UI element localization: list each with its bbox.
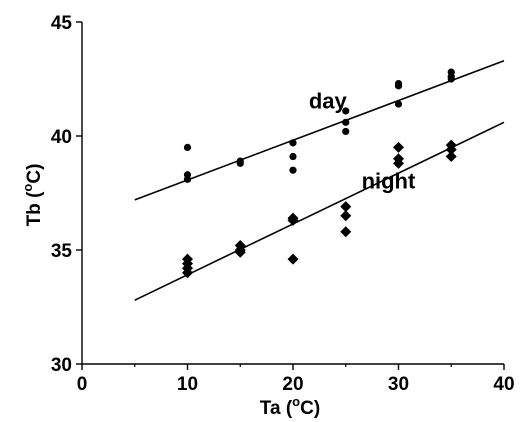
x-axis-title: Ta (oC) (260, 394, 320, 419)
data-point-night (445, 144, 457, 156)
fit-line-night (134, 121, 505, 301)
fit-lines (134, 60, 505, 301)
series-labels: day night (309, 89, 416, 194)
data-point-day (183, 175, 192, 183)
data-point-night (287, 214, 299, 226)
data-point-day (289, 166, 297, 174)
data-point-night (340, 201, 352, 213)
data-point-night (182, 267, 193, 279)
ticks (76, 21, 505, 370)
data-points (182, 68, 457, 279)
tick-labels: 0 10 20 30 40 30 35 40 45 (51, 13, 515, 395)
x-tick-label: 0 (77, 374, 88, 395)
data-point-day (394, 100, 403, 108)
data-point-day (342, 127, 350, 136)
y-tick-label: 35 (51, 241, 73, 262)
data-point-night (445, 151, 457, 163)
data-point-night (393, 141, 404, 153)
series-label-day: day (309, 89, 348, 114)
data-point-night (234, 246, 246, 258)
data-point-day (394, 82, 403, 90)
data-point-day (183, 143, 192, 151)
data-point-day (289, 139, 297, 147)
data-point-day (289, 152, 297, 161)
axes (81, 22, 504, 365)
x-tick-label: 10 (177, 374, 198, 395)
x-tick-label: 20 (282, 374, 303, 395)
data-point-day (342, 107, 350, 115)
data-point-night (287, 253, 299, 265)
fit-line-day (134, 60, 505, 201)
data-point-night (340, 210, 352, 222)
x-tick-label: 40 (493, 374, 514, 395)
y-tick-label: 30 (51, 355, 72, 376)
data-point-night (393, 157, 404, 169)
data-point-day (342, 118, 350, 126)
y-tick-label: 40 (51, 127, 72, 148)
series-label-night: night (362, 168, 416, 193)
y-axis-title: Tb (oC) (20, 164, 45, 227)
data-point-day (236, 159, 244, 167)
data-point-night (340, 226, 352, 238)
y-tick-label: 45 (51, 13, 73, 34)
x-tick-label: 30 (388, 374, 409, 395)
data-point-day (447, 75, 455, 83)
